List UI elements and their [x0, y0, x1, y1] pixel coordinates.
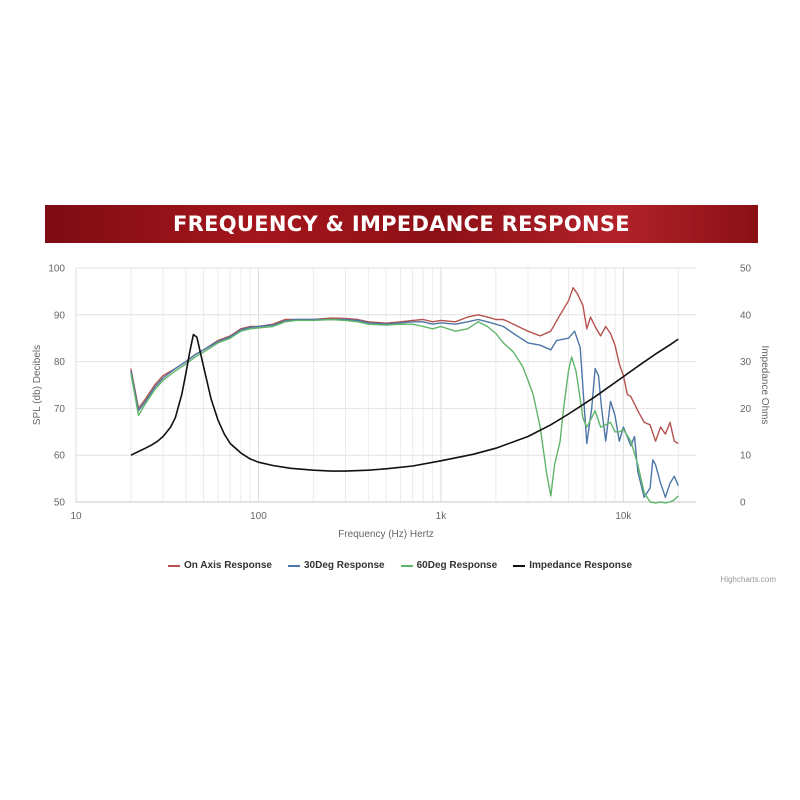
legend-item[interactable]: 30Deg Response [288, 560, 385, 571]
chart-legend: On Axis Response 30Deg Response 60Deg Resp… [0, 560, 800, 571]
y2-tick-label: 10 [740, 451, 752, 462]
highcharts-credits[interactable]: Highcharts.com [720, 575, 776, 584]
x-tick-label: 1k [436, 511, 448, 522]
legend-item[interactable]: Impedance Response [513, 560, 632, 571]
y2-tick-label: 0 [740, 498, 746, 509]
legend-item[interactable]: On Axis Response [168, 560, 272, 571]
y-tick-label: 100 [48, 264, 65, 275]
y2-tick-label: 20 [740, 404, 752, 415]
legend-label: 30Deg Response [304, 560, 385, 571]
y-tick-label: 50 [54, 498, 66, 509]
y-tick-label: 70 [54, 404, 66, 415]
y-tick-label: 80 [54, 357, 66, 368]
y2-tick-label: 50 [740, 264, 752, 275]
legend-label: Impedance Response [529, 560, 632, 571]
y-tick-label: 60 [54, 451, 66, 462]
series-line-on-axis-response [130, 287, 679, 445]
x-tick-label: 10 [70, 511, 82, 522]
legend-swatch [513, 564, 526, 567]
y2-tick-label: 30 [740, 357, 752, 368]
legend-swatch [400, 564, 413, 567]
legend-label: On Axis Response [184, 560, 272, 571]
y-tick-label: 90 [54, 310, 66, 321]
legend-swatch [288, 564, 300, 567]
x-tick-label: 100 [250, 511, 267, 522]
series-line-60deg-response [130, 318, 679, 504]
series-line-impedance-response [130, 333, 679, 472]
chart-banner: FREQUENCY & IMPEDANCE RESPONSE [45, 205, 758, 243]
x-axis-title: Frequency (Hz) Hertz [338, 529, 434, 540]
legend-label: 60Deg Response [416, 560, 498, 571]
y2-axis-title: Impedance Ohms [759, 346, 770, 425]
legend-swatch [168, 564, 180, 567]
series-line-30deg-response [130, 318, 679, 498]
chart-title: FREQUENCY & IMPEDANCE RESPONSE [173, 212, 630, 236]
x-tick-label: 10k [615, 511, 632, 522]
y2-tick-label: 40 [740, 310, 752, 321]
y-axis-title: SPL (db) Decibels [32, 345, 43, 425]
legend-item[interactable]: 60Deg Response [400, 560, 498, 571]
